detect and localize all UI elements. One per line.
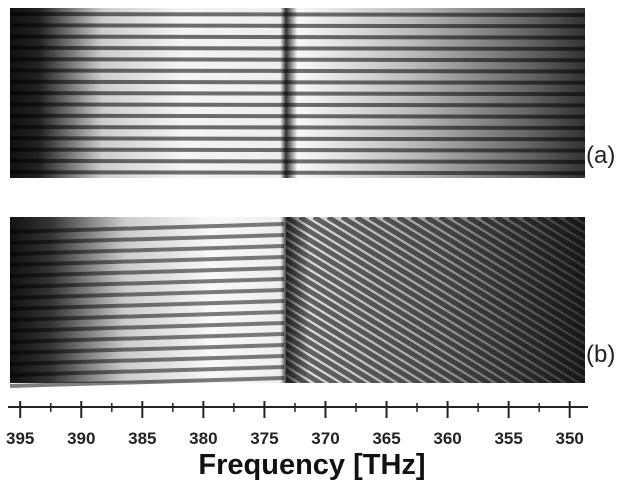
- fringe: [286, 239, 521, 383]
- tick-label: 395: [6, 429, 34, 448]
- tick-label: 390: [67, 429, 95, 448]
- fringe: [286, 256, 493, 383]
- fringe: [522, 217, 585, 258]
- fringe: [340, 217, 585, 369]
- fringe: [9, 91, 586, 97]
- fringe: [9, 125, 586, 130]
- tick-label: 385: [128, 429, 156, 448]
- fringe: [480, 217, 585, 283]
- fringe: [9, 332, 285, 344]
- fringe: [9, 321, 285, 333]
- fringe: [286, 231, 535, 383]
- fringe: [9, 277, 285, 289]
- fringe: [410, 217, 585, 326]
- fringe: [578, 217, 585, 223]
- fringe: [286, 217, 563, 383]
- tick-label: 350: [555, 429, 583, 448]
- fringe: [9, 222, 285, 234]
- fringe: [9, 23, 586, 29]
- fringe: [9, 376, 285, 388]
- fringe: [368, 217, 585, 352]
- tick-label: 380: [189, 429, 217, 448]
- fringe: [9, 34, 586, 40]
- tick-label: 355: [494, 429, 522, 448]
- fringe: [9, 170, 586, 176]
- fringe: [438, 217, 585, 309]
- fringe: [9, 233, 285, 245]
- fringe: [9, 354, 285, 366]
- fringe: [286, 316, 395, 383]
- fringe: [594, 217, 630, 400]
- tick-label: 360: [433, 429, 461, 448]
- axis-label: Frequency [THz]: [198, 449, 425, 481]
- fringe: [608, 217, 630, 400]
- fringe-diagonal: [286, 217, 630, 400]
- tick-label: 370: [311, 429, 339, 448]
- fringe: [9, 299, 285, 311]
- fringe: [286, 325, 381, 383]
- fringe: [9, 147, 586, 153]
- fringe: [9, 136, 586, 142]
- fringe: [424, 217, 585, 317]
- panel-label: (b): [586, 341, 615, 368]
- fringe: [286, 333, 367, 383]
- fringe: [286, 342, 353, 383]
- fringe: [9, 45, 586, 51]
- fringe: [622, 217, 630, 400]
- fringe: [382, 217, 585, 343]
- fringe: [9, 79, 586, 85]
- fringe: [9, 288, 285, 300]
- fringe: [9, 68, 586, 74]
- fringe: [286, 308, 409, 383]
- fringe: [286, 282, 451, 383]
- tick-label: 365: [372, 429, 400, 448]
- fringe: [286, 350, 339, 383]
- fringe: [326, 217, 585, 377]
- fringe: [286, 265, 479, 383]
- fringe: [286, 299, 423, 383]
- fringe: [9, 310, 285, 322]
- fringe: [9, 244, 285, 256]
- fringe: [396, 217, 585, 334]
- panel-label: (a): [586, 142, 615, 169]
- fringe: [9, 12, 586, 17]
- fringe: [9, 365, 285, 377]
- fringe: [9, 343, 285, 355]
- fringe: [9, 57, 586, 63]
- fringe: [9, 102, 586, 108]
- fringe: [286, 222, 549, 383]
- fringe: [9, 266, 285, 278]
- fringe: [508, 217, 585, 266]
- fringe: [9, 158, 586, 164]
- fringe: [286, 273, 465, 383]
- fringe: [452, 217, 585, 300]
- fringe: [312, 217, 585, 383]
- fringe: [298, 217, 577, 383]
- fringe: [9, 255, 285, 267]
- fringe: [9, 113, 586, 119]
- fringe: [286, 359, 325, 383]
- fringe: [286, 290, 437, 383]
- fringe-images: [9, 8, 630, 400]
- fringe: [354, 217, 585, 360]
- fringe: [466, 217, 585, 292]
- fringe: [494, 217, 585, 275]
- tick-label: 375: [250, 429, 278, 448]
- fringe: [286, 248, 507, 383]
